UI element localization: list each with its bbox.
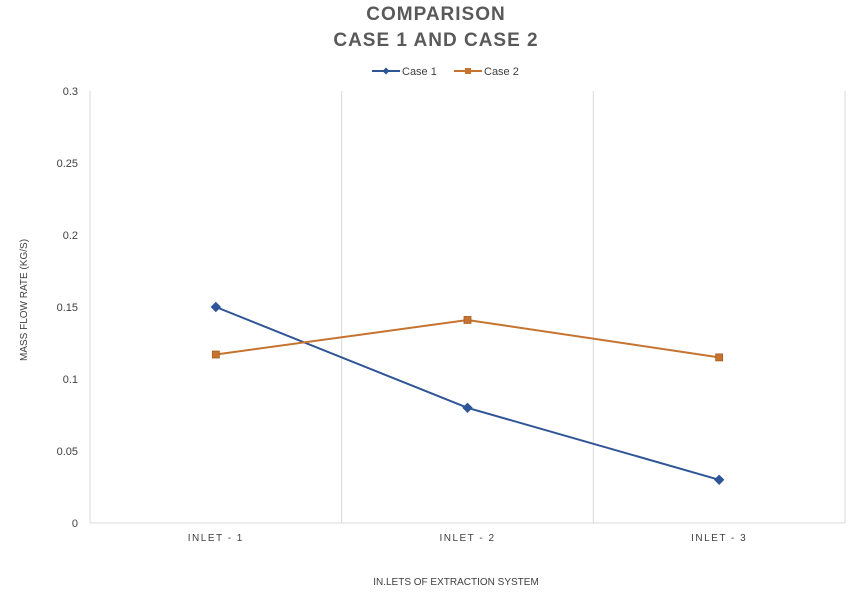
series-2 (211, 316, 724, 362)
data-point (713, 474, 725, 486)
y-tick-label: 0.2 (63, 230, 78, 242)
y-tick-label: 0.3 (63, 86, 78, 98)
chart-title-line-1: COMPARISON (366, 4, 505, 25)
data-point (462, 402, 473, 414)
x-axis-label: IN.LETS OF EXTRACTION SYSTEM (373, 577, 539, 588)
y-tick-label: 0.05 (57, 446, 78, 458)
data-point (463, 316, 472, 324)
y-tick-label: 0.1 (63, 374, 78, 386)
x-tick-label: INLET - 2 (439, 533, 495, 544)
data-point (210, 301, 222, 313)
legend-item: Case 2 (454, 66, 519, 78)
legend: Case 1 Case 2 (372, 66, 519, 78)
y-tick-label: 0.25 (57, 158, 78, 170)
series-line (215, 306, 720, 481)
series-line (215, 318, 720, 359)
y-axis-label: MASS FLOW RATE (KG/S) (19, 239, 30, 361)
x-tick-label: INLET - 1 (188, 533, 244, 544)
legend-marker (465, 68, 471, 74)
legend-label: Case 2 (484, 66, 519, 78)
y-tick-label: 0.15 (57, 302, 78, 314)
legend-label: Case 1 (402, 66, 437, 78)
gridlines (89, 91, 846, 524)
y-tick-label: 0 (72, 518, 78, 530)
series-layer (210, 301, 725, 486)
legend-marker (382, 67, 390, 75)
legend-item: Case 1 (372, 66, 437, 78)
y-axis-ticks: 0 0.05 0.1 0.15 0.2 0.25 0.3 (57, 86, 78, 530)
series-1 (210, 301, 725, 486)
data-point (211, 350, 220, 359)
data-point (715, 353, 724, 362)
x-tick-label: INLET - 3 (691, 533, 747, 544)
chart-title-line-2: CASE 1 AND CASE 2 (333, 30, 538, 51)
x-axis-ticks: INLET - 1 INLET - 2 INLET - 3 (188, 533, 747, 544)
